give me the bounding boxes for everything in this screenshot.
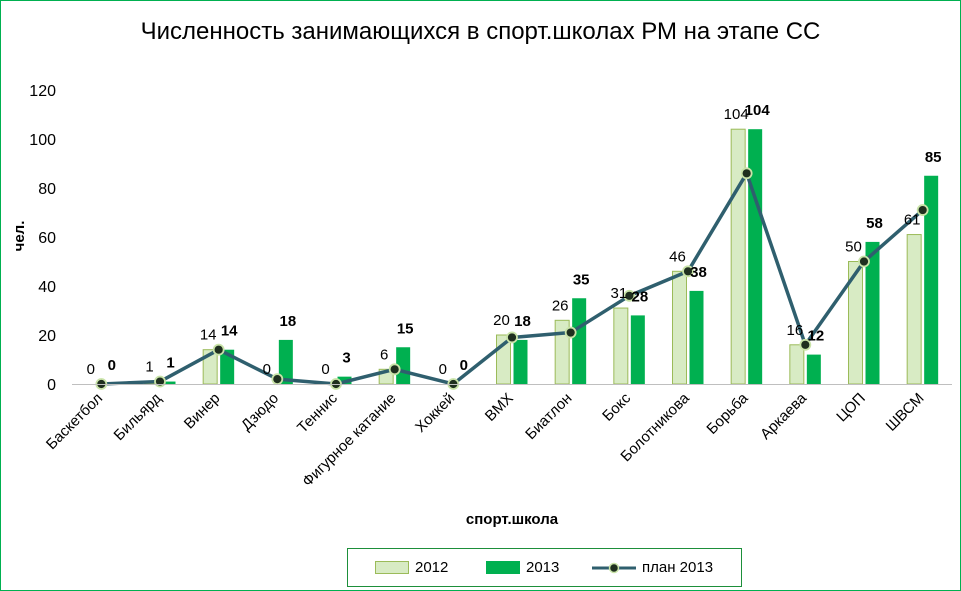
bar-2013 — [865, 241, 880, 384]
x-tick-label: Бокс — [599, 389, 634, 424]
legend-label-2013: 2013 — [526, 559, 560, 576]
x-axis-label: спорт.школа — [466, 511, 559, 528]
plan-point — [740, 167, 753, 180]
data-label-2013: 0 — [108, 357, 116, 374]
bar-2013 — [513, 339, 528, 384]
data-label-2013: 35 — [573, 271, 590, 288]
data-label-2012: 14 — [200, 327, 217, 344]
y-tick-label: 120 — [29, 83, 56, 100]
plan-point — [154, 375, 166, 388]
data-label-2013: 14 — [221, 323, 238, 340]
bar-2012 — [730, 128, 746, 385]
bar-2013 — [630, 315, 645, 384]
y-tick-label: 60 — [38, 230, 56, 247]
y-tick-label: 40 — [38, 279, 56, 296]
data-label-2013: 18 — [279, 313, 296, 330]
x-tick-label: Биатлон — [522, 390, 575, 443]
x-axis: Баскетбол Бильярд Винер Дзюдо ТеннисФигурное… — [43, 384, 952, 490]
x-tick-label: Баскетбол — [43, 390, 106, 453]
data-label-2013: 38 — [690, 264, 707, 281]
bar-2013 — [220, 349, 235, 384]
plan-point — [564, 326, 577, 339]
bar-2012 — [906, 234, 922, 385]
legend-line-marker-icon — [592, 562, 636, 573]
legend-label-2012: 2012 — [415, 559, 449, 576]
bar-2013 — [748, 129, 763, 384]
data-label-2013: 104 — [745, 102, 771, 119]
legend-swatch-2012 — [375, 561, 409, 574]
data-label-2012: 20 — [493, 312, 510, 329]
data-label-2013: 18 — [514, 313, 531, 330]
data-label-2013: 28 — [631, 288, 648, 305]
chart-title: Численность занимающихся в спорт.школах … — [140, 18, 821, 45]
data-label-2012: 46 — [669, 248, 686, 265]
plan-point — [623, 289, 636, 302]
data-label-2013: 3 — [342, 350, 350, 367]
bar-2013 — [689, 290, 704, 384]
data-label-2012: 104 — [724, 106, 749, 123]
y-tick-label: 80 — [38, 181, 56, 198]
legend-item-2013: 2013 — [486, 549, 559, 586]
x-tick-label: ШВСМ — [883, 390, 928, 435]
legend-label-plan: план 2013 — [642, 559, 714, 576]
data-label-2013: 0 — [460, 357, 468, 374]
y-axis: 0 20 40 60 80 100 120 — [29, 83, 56, 394]
x-tick-label: Винер — [181, 390, 224, 433]
legend: 2012 2013 план 2013 — [347, 548, 742, 587]
plan-point — [682, 265, 694, 278]
x-tick-label: Дзюдо — [238, 390, 282, 434]
x-tick-label: Борьба — [703, 389, 752, 438]
bar-2013 — [396, 347, 411, 384]
bar-2012 — [672, 270, 687, 385]
bar-2013 — [161, 381, 176, 384]
data-label-2012: 16 — [786, 322, 803, 339]
y-tick-label: 20 — [38, 328, 56, 345]
x-tick-label: Теннис — [294, 389, 341, 436]
plan-point — [388, 363, 401, 376]
bar-2012 — [789, 344, 805, 385]
data-label-2013: 12 — [807, 328, 824, 345]
x-tick-label: Хоккей — [412, 390, 458, 436]
legend-swatch-2013 — [486, 561, 520, 574]
data-label-2012: 1 — [145, 359, 153, 376]
data-label-2012: 0 — [439, 361, 447, 378]
data-label-2013: 85 — [925, 149, 942, 166]
plan-point — [799, 338, 812, 351]
bar-2013 — [278, 339, 293, 384]
bar-2013 — [806, 354, 821, 384]
data-label-2012: 26 — [552, 297, 569, 314]
plan-point — [271, 373, 284, 386]
bars — [144, 128, 939, 385]
x-tick-label: ЦОП — [833, 390, 869, 426]
data-label-2013: 15 — [397, 320, 414, 337]
bar-2013 — [924, 175, 939, 384]
legend-item-2012: 2012 — [375, 549, 448, 586]
plan-line — [95, 167, 929, 390]
data-label-2012: 0 — [321, 361, 329, 378]
data-label-2012: 31 — [610, 285, 627, 302]
data-label-2012: 61 — [904, 212, 921, 229]
data-label-2012: 0 — [263, 361, 271, 378]
bar-2013 — [572, 298, 587, 384]
data-label-2013: 58 — [866, 215, 883, 232]
data-label-2012: 6 — [380, 346, 388, 363]
data-label-2013: 1 — [166, 355, 174, 372]
x-tick-label: Бильярд — [111, 390, 165, 444]
y-tick-label: 0 — [47, 377, 56, 394]
plan-point — [506, 331, 518, 344]
bar-2012 — [613, 307, 629, 385]
x-tick-label: Аркаева — [757, 389, 811, 443]
x-tick-label: BMX — [482, 390, 517, 425]
plan-point — [212, 343, 225, 356]
y-axis-label: чел. — [11, 221, 28, 252]
data-label-2012: 50 — [845, 239, 862, 256]
data-label-2012: 0 — [87, 361, 95, 378]
legend-item-plan: план 2013 — [592, 549, 713, 586]
y-tick-label: 100 — [29, 132, 56, 149]
plan-point — [916, 204, 929, 216]
plan-point — [858, 255, 870, 268]
